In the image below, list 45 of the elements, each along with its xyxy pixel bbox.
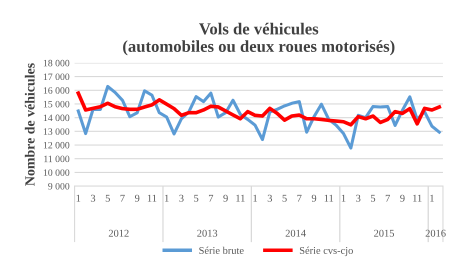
x-tick-label: 1 [164,194,169,202]
y-tick-label: 9 000 [48,183,70,190]
legend-label: Série cvs-cjo [300,246,353,256]
x-tick-label: 5 [194,194,198,202]
y-tick-label: 14 000 [44,114,70,122]
x-tick-label: 9 [223,194,228,202]
text: 2013 [197,230,218,237]
x-tick-label: 7 [208,194,214,202]
x-tick-label: 11 [324,194,334,202]
x-tick-label: 9 [312,194,316,202]
x-tick-label: 11 [148,194,156,202]
x-tick-label: 1 [342,194,346,202]
x-tick-label: 5 [370,194,376,202]
text: 2016 [426,230,446,237]
y-axis-title: Nombre de véhicules [24,63,35,186]
text: 2014 [286,230,306,237]
x-tick-label: 7 [297,194,302,202]
x-tick-label: 11 [413,194,422,202]
text: 2012 [108,230,129,237]
y-tick-label: 11 000 [44,156,70,162]
text: 2015 [374,230,394,237]
x-tick-label: 3 [356,194,360,202]
x-tick-label: 7 [120,194,125,202]
y-tick-label: 12 000 [44,142,70,148]
x-tick-label: 11 [236,194,245,202]
y-tick-label: 17 000 [44,73,70,80]
legend-label: Série brute [199,246,244,254]
chart-title: Vols de véhicules (automobiles ou deux roues motorisés) [123,22,394,56]
x-tick-label: 3 [90,194,96,202]
x-tick-label: 9 [134,194,140,202]
line-series [76,91,442,127]
x-tick-label: 5 [282,194,287,202]
y-tick-label: 10 000 [44,169,70,176]
x-tick-label: 9 [400,194,405,202]
x-tick-label: 7 [386,194,390,202]
x-tick-label: 3 [268,194,272,202]
x-tick-label: 1 [76,194,80,202]
x-tick-label: 5 [106,194,110,202]
x-tick-label: 1 [430,194,434,202]
y-tick-label: 15 000 [44,100,70,108]
y-tick-label: 16 000 [44,87,70,94]
x-tick-label: 3 [179,194,184,202]
y-tick-label: 13 000 [44,128,70,135]
y-tick-label: 18 000 [44,60,70,66]
x-tick-label: 1 [253,194,258,202]
